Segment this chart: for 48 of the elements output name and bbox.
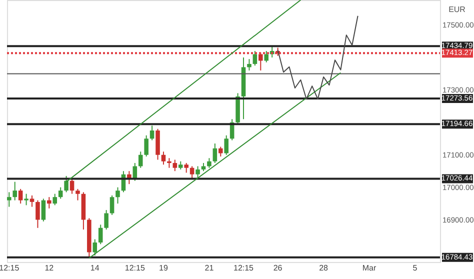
candlestick xyxy=(110,194,114,216)
candlestick xyxy=(190,166,194,180)
candlestick xyxy=(30,194,34,208)
candlestick xyxy=(7,192,12,208)
x-tick-label: 12:15 xyxy=(124,264,146,272)
candlestick xyxy=(138,151,143,168)
candlestick xyxy=(167,158,172,168)
candlestick xyxy=(252,50,258,66)
candlestick xyxy=(24,193,28,206)
candlestick xyxy=(36,200,40,228)
candlestick xyxy=(247,58,252,71)
x-tick-label: 12:15 xyxy=(233,264,254,272)
candlestick xyxy=(104,210,108,230)
text: EUR xyxy=(448,5,466,14)
x-tick-label: 12:15 xyxy=(0,264,20,272)
candlestick xyxy=(58,186,63,200)
x-tick-label: 26 xyxy=(273,264,283,272)
candlestick xyxy=(76,188,80,201)
line-series xyxy=(277,15,358,100)
candlestick xyxy=(47,196,52,209)
x-tick-label: Mar xyxy=(362,264,376,272)
x-tick-label: 28 xyxy=(319,264,329,272)
candlestick xyxy=(12,181,18,201)
candlestick xyxy=(144,134,148,157)
x-tick-label: 12 xyxy=(44,264,54,272)
candlestick xyxy=(218,146,223,157)
x-tick-label: 14 xyxy=(90,264,100,272)
candlestick xyxy=(41,198,46,222)
candlestick xyxy=(70,178,74,194)
candlestick xyxy=(52,193,58,206)
candlestick xyxy=(18,188,23,204)
candlestick xyxy=(224,134,228,156)
candlestick xyxy=(207,158,212,168)
candlestick xyxy=(264,50,269,63)
candlestick xyxy=(172,159,178,172)
candlestick xyxy=(184,162,188,174)
candlestick xyxy=(212,143,218,164)
x-tick-label: 19 xyxy=(159,264,168,272)
x-tick-label: 5 xyxy=(412,264,418,272)
candlestick xyxy=(150,125,154,141)
candlestick xyxy=(98,224,103,245)
candlestick xyxy=(64,175,68,193)
candlestick xyxy=(258,52,263,71)
candlestick xyxy=(196,166,200,178)
candlestick xyxy=(116,186,120,204)
candlestick xyxy=(92,238,98,256)
candlestick xyxy=(161,151,166,166)
x-tick-label: 21 xyxy=(204,264,214,272)
